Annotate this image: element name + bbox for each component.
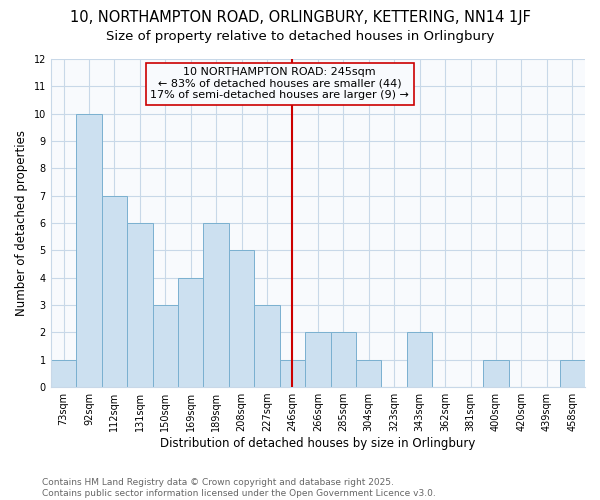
Bar xyxy=(407,332,433,387)
Bar xyxy=(560,360,585,387)
Bar xyxy=(101,196,127,387)
Bar xyxy=(152,305,178,387)
Bar xyxy=(229,250,254,387)
Bar xyxy=(331,332,356,387)
Bar xyxy=(356,360,382,387)
Bar xyxy=(51,360,76,387)
Bar xyxy=(203,223,229,387)
Bar xyxy=(305,332,331,387)
Text: Size of property relative to detached houses in Orlingbury: Size of property relative to detached ho… xyxy=(106,30,494,43)
Bar xyxy=(483,360,509,387)
Text: Contains HM Land Registry data © Crown copyright and database right 2025.
Contai: Contains HM Land Registry data © Crown c… xyxy=(42,478,436,498)
Y-axis label: Number of detached properties: Number of detached properties xyxy=(15,130,28,316)
Bar xyxy=(280,360,305,387)
Bar xyxy=(76,114,101,387)
X-axis label: Distribution of detached houses by size in Orlingbury: Distribution of detached houses by size … xyxy=(160,437,476,450)
Text: 10 NORTHAMPTON ROAD: 245sqm
← 83% of detached houses are smaller (44)
17% of sem: 10 NORTHAMPTON ROAD: 245sqm ← 83% of det… xyxy=(151,67,409,100)
Bar xyxy=(254,305,280,387)
Bar xyxy=(178,278,203,387)
Bar xyxy=(127,223,152,387)
Text: 10, NORTHAMPTON ROAD, ORLINGBURY, KETTERING, NN14 1JF: 10, NORTHAMPTON ROAD, ORLINGBURY, KETTER… xyxy=(70,10,530,25)
